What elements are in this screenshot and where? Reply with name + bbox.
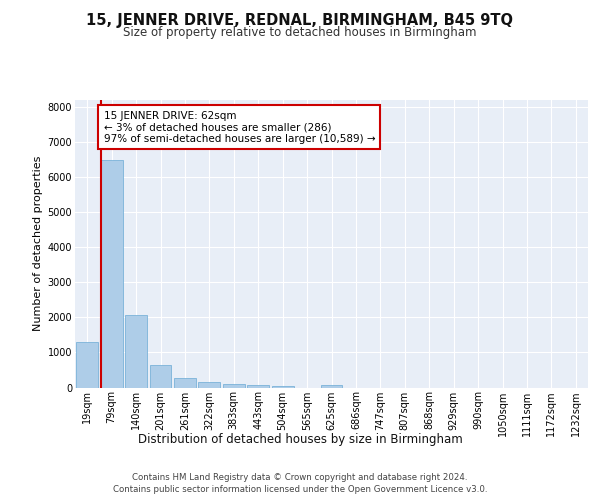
Bar (76, 342, 98, 388)
Bar (320, 384, 343, 388)
Bar (101, 160, 122, 388)
Text: 15, JENNER DRIVE, REDNAL, BIRMINGHAM, B45 9TQ: 15, JENNER DRIVE, REDNAL, BIRMINGHAM, B4… (86, 12, 514, 28)
Text: Contains HM Land Registry data © Crown copyright and database right 2024.
Contai: Contains HM Land Registry data © Crown c… (113, 472, 487, 494)
Text: Size of property relative to detached houses in Birmingham: Size of property relative to detached ho… (123, 26, 477, 39)
Y-axis label: Number of detached properties: Number of detached properties (34, 156, 43, 332)
Bar (247, 385, 269, 388)
Bar (272, 386, 293, 388)
Bar (223, 384, 245, 388)
Text: 15 JENNER DRIVE: 62sqm
← 3% of detached houses are smaller (286)
97% of semi-det: 15 JENNER DRIVE: 62sqm ← 3% of detached … (104, 110, 375, 144)
Bar (149, 365, 172, 388)
Text: Distribution of detached houses by size in Birmingham: Distribution of detached houses by size … (137, 432, 463, 446)
Bar (174, 378, 196, 388)
Bar (199, 382, 220, 388)
Bar (125, 314, 147, 388)
